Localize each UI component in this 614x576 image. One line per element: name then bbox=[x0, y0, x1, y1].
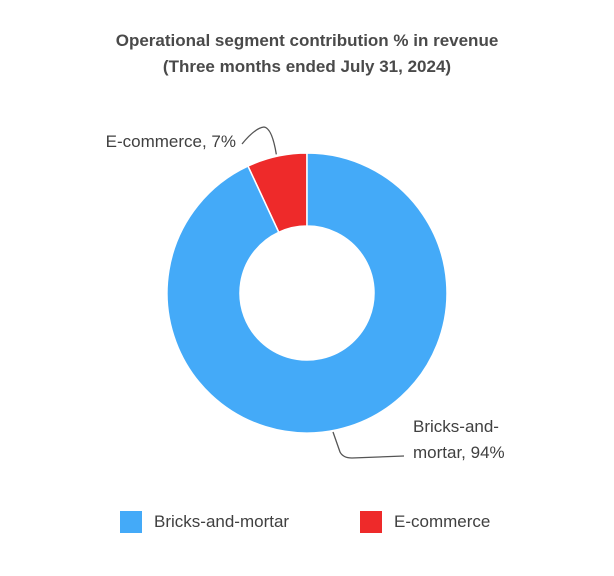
leader-line-bricks-and-mortar bbox=[332, 431, 405, 459]
chart-title: Operational segment contribution % in re… bbox=[115, 31, 499, 50]
chart-title-block: Operational segment contribution % in re… bbox=[0, 28, 614, 80]
legend-swatch-e-commerce bbox=[360, 511, 382, 533]
leader-lines bbox=[241, 126, 405, 459]
legend-item-bricks-and-mortar: Bricks-and-mortar bbox=[120, 510, 289, 534]
data-label-e-commerce: E-commerce, 7% bbox=[106, 132, 236, 151]
data-label-bricks-and-mortar-line2: mortar, 94% bbox=[413, 443, 505, 462]
legend-item-e-commerce: E-commerce bbox=[360, 510, 490, 534]
data-label-bricks-and-mortar-line1: Bricks-and- bbox=[413, 417, 499, 436]
donut-slices bbox=[166, 152, 448, 434]
legend-label-e-commerce: E-commerce bbox=[394, 512, 491, 531]
legend-label-bricks-and-mortar: Bricks-and-mortar bbox=[154, 512, 290, 531]
slice-bricks-and-mortar bbox=[166, 152, 448, 434]
legend-swatch-bricks-and-mortar bbox=[120, 511, 142, 533]
chart-subtitle: (Three months ended July 31, 2024) bbox=[162, 57, 452, 76]
data-labels: E-commerce, 7% Bricks-and- mortar, 94% bbox=[106, 132, 505, 462]
leader-line-e-commerce bbox=[241, 126, 277, 155]
